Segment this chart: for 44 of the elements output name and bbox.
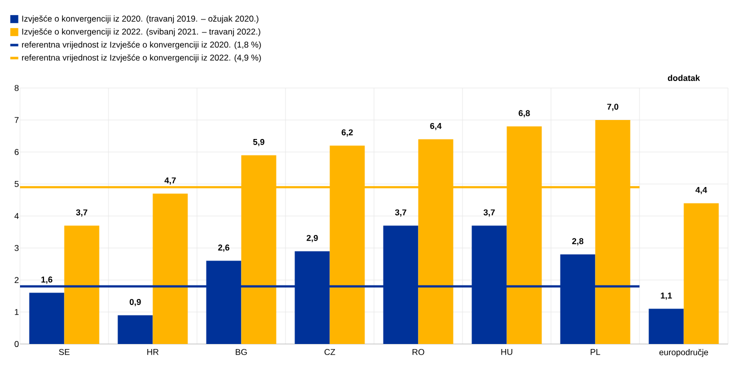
data-label: 4,7 [164, 177, 176, 185]
y-tick-label: 2 [14, 277, 19, 283]
y-tick-label: 1 [14, 309, 19, 315]
x-tick-label: CZ [324, 349, 336, 356]
y-tick-label: 5 [14, 181, 19, 187]
data-label: 2,9 [306, 234, 318, 242]
bar [648, 308, 684, 344]
legend-label: Izvješće o konvergenciji iz 2020. (travanj 2019. – ožujak 2020.) [22, 15, 258, 24]
x-tick-label: HR [147, 349, 158, 355]
x-tick-label: PL [590, 349, 600, 355]
y-tick-label: 0 [14, 341, 19, 347]
data-label: 6,2 [342, 129, 353, 137]
data-label: 7,0 [607, 104, 618, 111]
bar [118, 315, 153, 344]
legend-label: referentna vrijednost iz Izvješće o konvergenciji iz 2022. (4,9 %) [22, 54, 261, 62]
legend-label: referentna vrijednost iz Izvješće o konvergenciji iz 2020. (1,8 %) [22, 41, 261, 50]
legend-label: Izvješće o konvergenciji iz 2022. (svibanj 2021. – travanj 2022.) [22, 28, 260, 36]
x-tick-label: europodručje [659, 349, 708, 357]
x-tick-label: BG [236, 349, 247, 356]
data-label: 2,6 [218, 244, 230, 252]
data-label: 5,9 [253, 138, 264, 146]
data-label: 3,7 [484, 209, 495, 217]
data-label: 1,6 [41, 276, 52, 284]
x-tick-label: RO [412, 349, 424, 356]
data-label: 1,1 [660, 292, 672, 300]
y-tick-label: 3 [14, 245, 19, 251]
y-tick-label: 8 [14, 85, 19, 91]
data-label: 0,9 [130, 298, 141, 306]
text: dodatak [668, 74, 700, 81]
bar [152, 194, 188, 344]
bar [684, 203, 719, 344]
data-label: 6,4 [430, 122, 442, 130]
data-label: 4,4 [695, 187, 708, 194]
x-tick-label: HU [501, 349, 512, 355]
y-tick-label: 6 [14, 149, 19, 155]
data-label: 3,7 [395, 209, 406, 217]
data-label: 6,8 [518, 110, 530, 118]
y-tick-label: 4 [14, 213, 19, 219]
bar [29, 292, 64, 344]
y-tick-label: 7 [14, 117, 19, 123]
x-tick-label: SE [59, 349, 70, 356]
data-label: 3,7 [76, 209, 88, 217]
bar [64, 226, 100, 344]
data-label: 2,8 [572, 238, 584, 246]
